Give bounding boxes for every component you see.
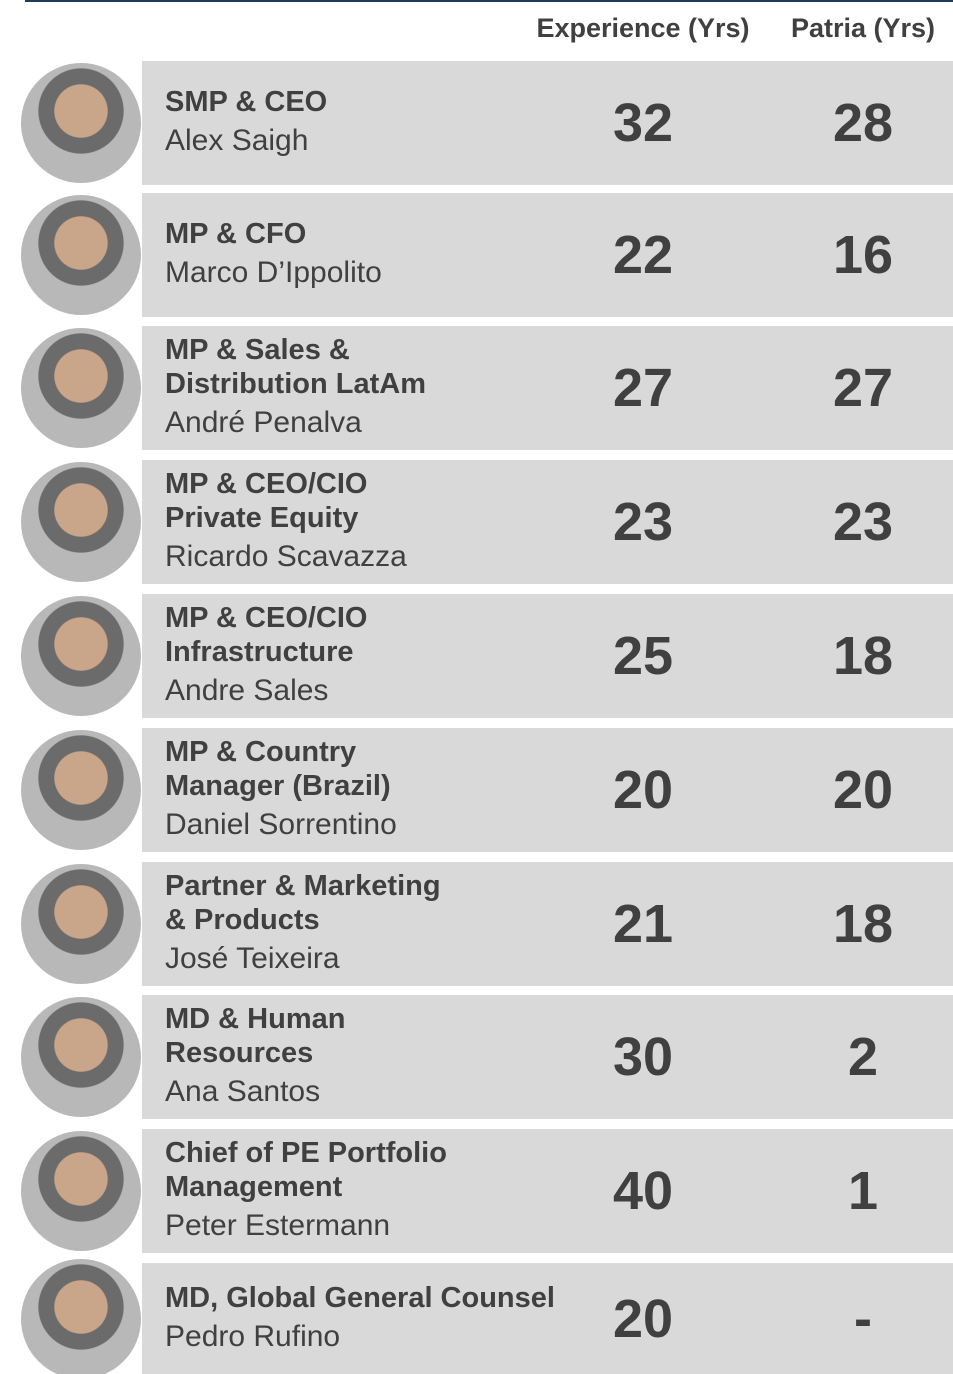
- person-name: Daniel Sorrentino: [165, 805, 397, 845]
- column-header: Experience (Yrs): [523, 10, 763, 46]
- role-title: MP & CEO/CIO: [165, 601, 368, 635]
- patria-years: 20: [773, 728, 953, 852]
- role-title: Infrastructure: [165, 635, 368, 669]
- portrait: [21, 997, 141, 1117]
- person-name: Ricardo Scavazza: [165, 537, 407, 577]
- role-title: MP & Country: [165, 735, 397, 769]
- role-title: Manager (Brazil): [165, 769, 397, 803]
- role-title: MD & Human: [165, 1002, 345, 1036]
- role-title: & Products: [165, 903, 441, 937]
- person-name: Alex Saigh: [165, 121, 327, 161]
- role-title: MD, Global General Counsel: [165, 1281, 555, 1315]
- portrait: [21, 63, 141, 183]
- patria-years: 28: [773, 61, 953, 185]
- role-title: MP & CFO: [165, 217, 382, 251]
- experience-years: 25: [553, 594, 733, 718]
- experience-years: 27: [553, 326, 733, 450]
- patria-years: 18: [773, 594, 953, 718]
- role-title: Distribution LatAm: [165, 367, 426, 401]
- person-name: Peter Estermann: [165, 1206, 447, 1246]
- person-name: Pedro Rufino: [165, 1317, 555, 1357]
- patria-years: 2: [773, 995, 953, 1119]
- role-title: Partner & Marketing: [165, 869, 441, 903]
- person-name: André Penalva: [165, 403, 426, 443]
- patria-years: 27: [773, 326, 953, 450]
- experience-years: 32: [553, 61, 733, 185]
- portrait: [21, 195, 141, 315]
- experience-years: 30: [553, 995, 733, 1119]
- patria-years: -: [773, 1263, 953, 1374]
- role-title: Private Equity: [165, 501, 407, 535]
- page: Experience (Yrs) Patria (Yrs) SMP & CEOA…: [0, 0, 953, 1374]
- role-title: Management: [165, 1170, 447, 1204]
- person-name: Marco D’Ippolito: [165, 253, 382, 293]
- portrait: [21, 730, 141, 850]
- patria-years: 1: [773, 1129, 953, 1253]
- experience-years: 22: [553, 193, 733, 317]
- portrait: [21, 462, 141, 582]
- portrait: [21, 1131, 141, 1251]
- column-header: Patria (Yrs): [773, 10, 953, 46]
- person-name: Ana Santos: [165, 1072, 345, 1112]
- experience-years: 20: [553, 1263, 733, 1374]
- role-title: MP & Sales &: [165, 333, 426, 367]
- experience-years: 23: [553, 460, 733, 584]
- role-title: MP & CEO/CIO: [165, 467, 407, 501]
- person-name: José Teixeira: [165, 939, 441, 979]
- person-name: Andre Sales: [165, 671, 368, 711]
- top-rule: [25, 0, 953, 2]
- experience-years: 40: [553, 1129, 733, 1253]
- patria-years: 23: [773, 460, 953, 584]
- patria-years: 18: [773, 862, 953, 986]
- experience-years: 20: [553, 728, 733, 852]
- portrait: [21, 596, 141, 716]
- patria-years: 16: [773, 193, 953, 317]
- role-title: SMP & CEO: [165, 85, 327, 119]
- portrait: [21, 1259, 141, 1374]
- role-title: Chief of PE Portfolio: [165, 1136, 447, 1170]
- portrait: [21, 864, 141, 984]
- portrait: [21, 328, 141, 448]
- experience-years: 21: [553, 862, 733, 986]
- role-title: Resources: [165, 1036, 345, 1070]
